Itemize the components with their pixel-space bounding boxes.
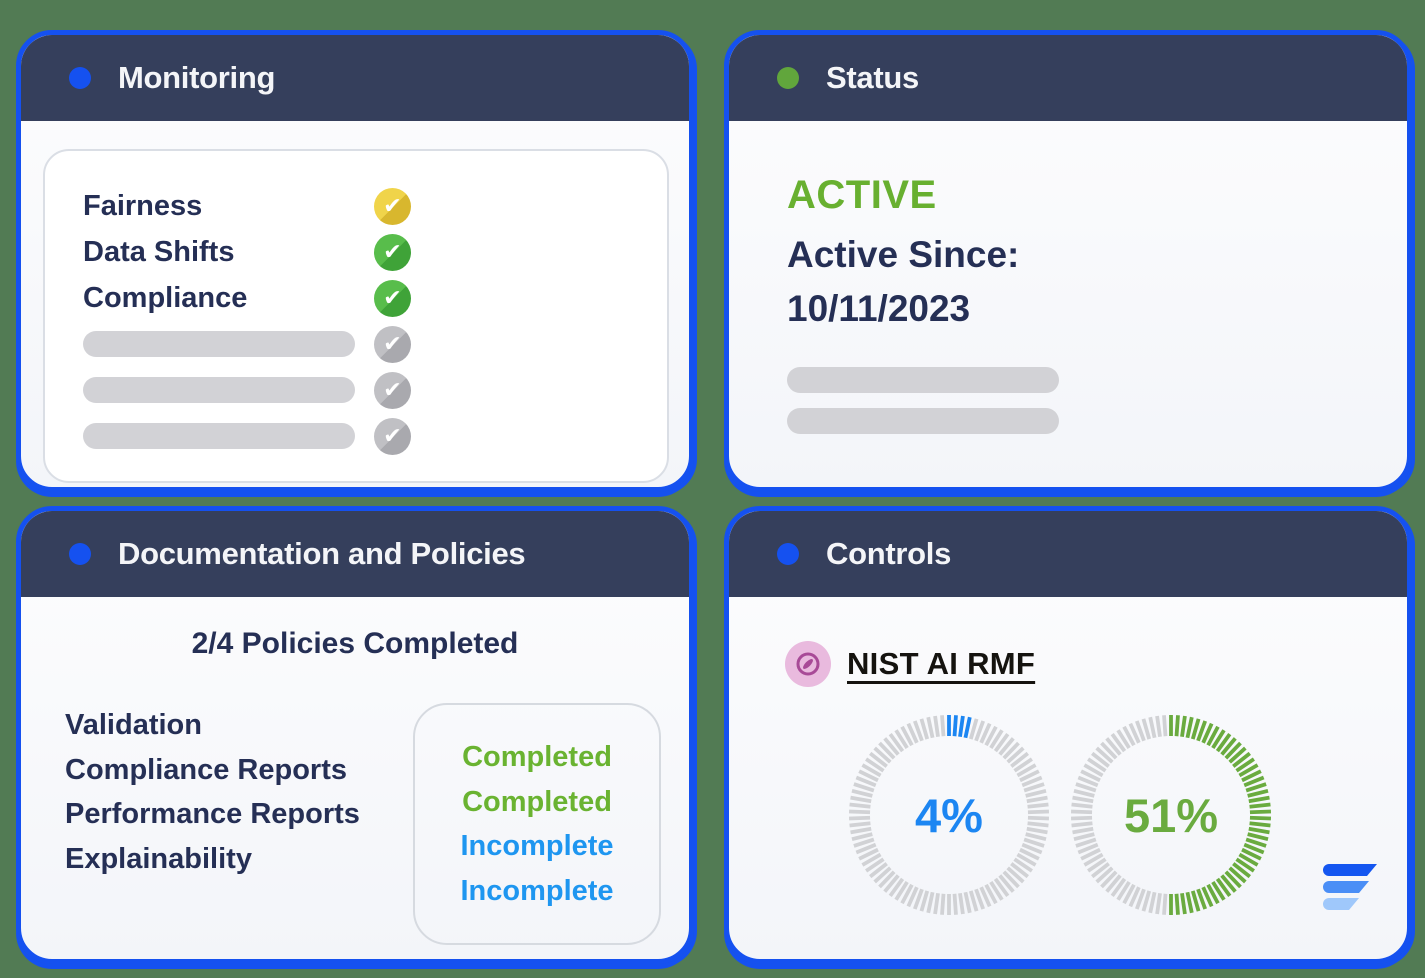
monitoring-row: ✔ <box>83 325 411 363</box>
green-dot-icon <box>777 67 799 89</box>
framework-row: NIST AI RMF <box>785 641 1407 687</box>
policy-status: Completed <box>462 785 612 818</box>
status-since: Active Since: 10/11/2023 <box>787 228 1407 335</box>
card-title: Monitoring <box>118 60 276 95</box>
controls-card-header: Controls <box>729 511 1407 597</box>
yellow-check-icon: ✔ <box>374 187 411 225</box>
status-body: ACTIVE Active Since: 10/11/2023 <box>729 121 1407 435</box>
card-title: Documentation and Policies <box>118 536 526 571</box>
donut-gauge: 4% <box>843 709 1055 921</box>
gauge-percent-label: 4% <box>915 789 983 842</box>
policies-summary: 2/4 Policies Completed <box>191 627 519 660</box>
status-since-label: Active Since: <box>787 234 1020 275</box>
documentation-card: Documentation and Policies 2/4 Policies … <box>16 506 694 964</box>
card-title: Status <box>826 60 919 95</box>
placeholder-bar <box>787 367 1059 394</box>
monitoring-panel: Fairness ✔ Data Shifts ✔ Compliance ✔ ✔ ✔ ✔ <box>43 149 669 483</box>
policy-name: Validation <box>65 709 202 741</box>
monitoring-card-header: Monitoring <box>21 35 689 121</box>
green-check-icon: ✔ <box>374 233 411 271</box>
monitoring-row: ✔ <box>83 371 411 409</box>
status-state: ACTIVE <box>787 173 937 217</box>
policy-status: Completed <box>462 741 612 773</box>
policy-status-box: Completed Completed Incomplete Incomplete <box>413 703 661 945</box>
policy-name: Explainability <box>65 842 252 875</box>
card-title: Controls <box>826 536 952 571</box>
monitoring-item-label: Data Shifts <box>83 235 235 268</box>
compass-icon <box>785 641 831 687</box>
gray-check-icon: ✔ <box>374 325 411 363</box>
monitoring-row: Compliance ✔ <box>83 279 411 317</box>
gauges-row: 4% 51% <box>843 709 1407 921</box>
blue-dot-icon <box>69 543 91 565</box>
green-check-icon: ✔ <box>374 279 411 317</box>
policy-name-list: Validation Compliance Reports Performance … <box>65 703 360 945</box>
controls-card: Controls NIST AI RMF 4% 51% <box>724 506 1412 964</box>
monitoring-item-label: Compliance <box>83 281 248 314</box>
monitoring-card: Monitoring Fairness ✔ Data Shifts ✔ Complian… <box>16 30 694 492</box>
policies-body: Validation Compliance Reports Performance … <box>21 661 689 945</box>
gray-check-icon: ✔ <box>374 371 411 409</box>
flow-logo-icon <box>1321 864 1377 915</box>
gauge-percent-label: 51% <box>1124 789 1218 842</box>
policy-status: Incomplete <box>460 874 614 907</box>
documentation-card-header: Documentation and Policies <box>21 511 689 597</box>
framework-link[interactable]: NIST AI RMF <box>847 646 1036 681</box>
monitoring-row: Fairness ✔ <box>83 187 411 225</box>
policy-status: Incomplete <box>460 830 614 862</box>
policy-name: Performance Reports <box>65 798 360 830</box>
status-placeholder-bars <box>787 367 1407 435</box>
status-card-header: Status <box>729 35 1407 121</box>
monitoring-item-label: Fairness <box>83 189 203 222</box>
donut-gauge: 51% <box>1065 709 1277 921</box>
policy-name: Compliance Reports <box>65 753 347 786</box>
status-since-date: 10/11/2023 <box>787 287 971 329</box>
monitoring-row: Data Shifts ✔ <box>83 233 411 271</box>
placeholder-bar <box>83 377 355 403</box>
gray-check-icon: ✔ <box>374 417 411 455</box>
blue-dot-icon <box>777 543 799 565</box>
status-card: Status ACTIVE Active Since: 10/11/2023 <box>724 30 1412 492</box>
placeholder-bar <box>83 331 355 357</box>
placeholder-bar <box>787 408 1059 435</box>
blue-dot-icon <box>69 67 91 89</box>
placeholder-bar <box>83 423 355 449</box>
monitoring-row: ✔ <box>83 417 411 455</box>
